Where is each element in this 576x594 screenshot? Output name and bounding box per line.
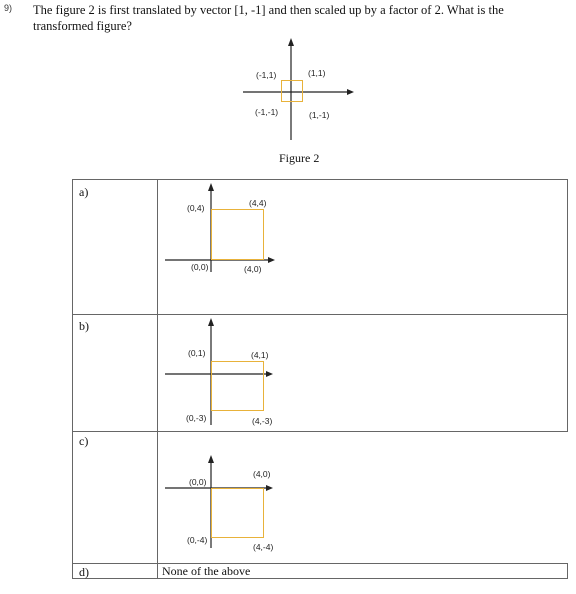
fig2-label-tr: (1,1) xyxy=(308,68,326,78)
option-c-letter: c) xyxy=(79,434,89,448)
option-c-label-bl: (0,-4) xyxy=(187,535,208,545)
option-a-label-bl: (0,0) xyxy=(191,262,209,272)
figure-2-square xyxy=(281,80,303,102)
table-row-line-1 xyxy=(72,314,568,315)
table-border-right-d xyxy=(567,563,568,579)
option-c-label-tr: (4,0) xyxy=(253,469,271,479)
option-c-label-br: (4,-4) xyxy=(253,542,274,552)
option-a-label-tr: (4,4) xyxy=(249,198,267,208)
table-border-bottom xyxy=(72,578,568,579)
option-b-label-tr: (4,1) xyxy=(251,350,269,360)
table-row-line-2 xyxy=(72,431,568,432)
fig2-label-bl: (-1,-1) xyxy=(255,107,279,117)
option-a-label-tl: (0,4) xyxy=(187,203,205,213)
option-d-text: None of the above xyxy=(162,564,251,578)
option-a-square xyxy=(211,209,264,260)
option-c-label-tl: (0,0) xyxy=(189,477,207,487)
table-divider-col xyxy=(157,179,158,579)
option-b-label-bl: (0,-3) xyxy=(186,413,207,423)
figure-2-caption: Figure 2 xyxy=(279,151,320,165)
option-b-label-br: (4,-3) xyxy=(252,416,273,426)
option-d-letter: d) xyxy=(79,565,89,579)
question-text: The figure 2 is first translated by vect… xyxy=(33,3,504,33)
option-b-square xyxy=(211,361,264,411)
option-b-letter: b) xyxy=(79,319,89,333)
option-b-label-tl: (0,1) xyxy=(188,348,206,358)
question-number: 9) xyxy=(4,3,13,13)
table-border-right xyxy=(567,179,568,431)
table-row-line-3 xyxy=(72,563,568,564)
table-border-top xyxy=(72,179,568,180)
option-a-letter: a) xyxy=(79,185,89,199)
fig2-label-br: (1,-1) xyxy=(309,110,330,120)
option-c-square xyxy=(211,488,264,538)
fig2-label-tl: (-1,1) xyxy=(256,70,277,80)
table-border-left xyxy=(72,179,73,579)
option-a-label-br: (4,0) xyxy=(244,264,262,274)
